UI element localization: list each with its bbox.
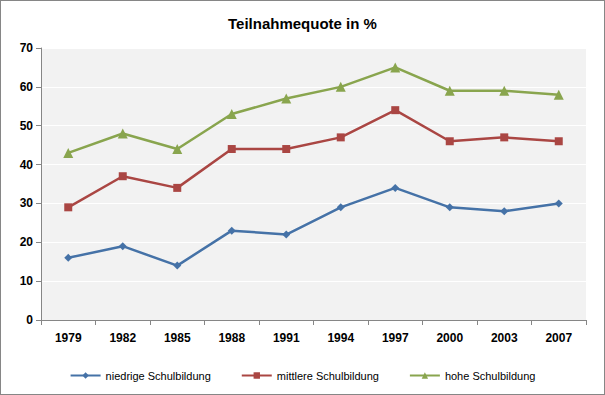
svg-text:60: 60 — [20, 80, 34, 94]
svg-text:2000: 2000 — [436, 331, 463, 345]
svg-text:70: 70 — [20, 41, 34, 55]
svg-text:1979: 1979 — [55, 331, 82, 345]
svg-text:1994: 1994 — [327, 331, 354, 345]
svg-text:1982: 1982 — [109, 331, 136, 345]
svg-text:10: 10 — [20, 274, 34, 288]
svg-text:50: 50 — [20, 119, 34, 133]
svg-text:1988: 1988 — [218, 331, 245, 345]
svg-text:20: 20 — [20, 235, 34, 249]
svg-text:30: 30 — [20, 196, 34, 210]
svg-text:niedrige Schulbildung: niedrige Schulbildung — [106, 370, 211, 382]
svg-text:0: 0 — [26, 313, 33, 327]
svg-text:2003: 2003 — [491, 331, 518, 345]
svg-text:40: 40 — [20, 158, 34, 172]
svg-text:hohe Schulbildung: hohe Schulbildung — [445, 370, 536, 382]
svg-text:2007: 2007 — [545, 331, 572, 345]
svg-text:1997: 1997 — [382, 331, 409, 345]
svg-text:1991: 1991 — [273, 331, 300, 345]
svg-text:mittlere Schulbildung: mittlere Schulbildung — [277, 370, 379, 382]
svg-text:1985: 1985 — [164, 331, 191, 345]
svg-text:Teilnahmequote in %: Teilnahmequote in % — [228, 15, 377, 32]
